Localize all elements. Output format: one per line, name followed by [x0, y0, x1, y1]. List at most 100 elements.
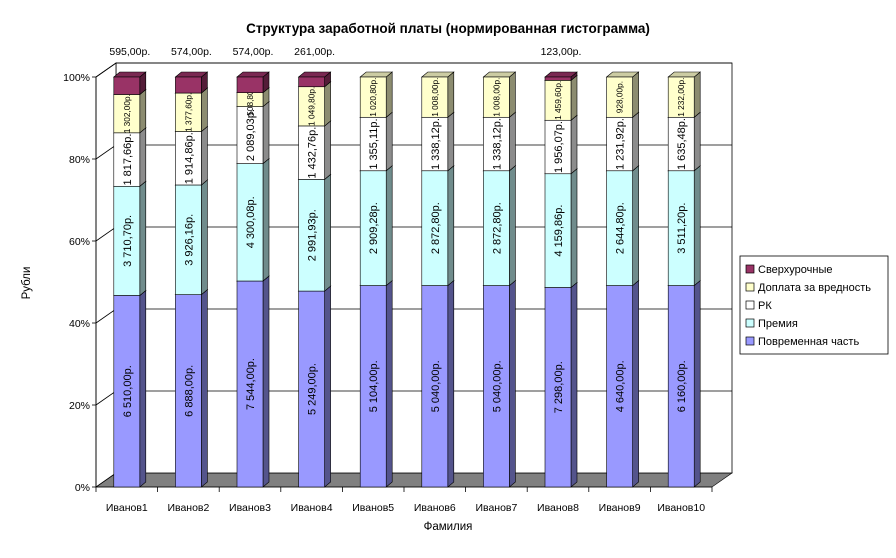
data-label: 2 991,93р. — [307, 209, 319, 261]
data-label: 6 510,00р. — [122, 365, 134, 417]
bar-segment — [421, 116, 449, 172]
bar-segment-side — [509, 279, 516, 488]
y-tick-label: 20% — [69, 400, 90, 412]
data-label: 7 544,00р. — [245, 358, 257, 410]
bar-segment — [667, 170, 695, 286]
bar-segment-side — [201, 125, 208, 186]
bar-segment-side — [447, 165, 455, 287]
data-label: 5 040,00р. — [491, 360, 503, 412]
data-label: 1 020,80р. — [368, 78, 378, 117]
data-label: 3 926,16р. — [183, 214, 195, 266]
x-tick-label: Иванов4 — [291, 502, 333, 514]
bar-segment — [359, 76, 387, 118]
legend: Сверхурочные Доплата за вредность РК Премия… — [739, 255, 889, 355]
legend-entry: Сверхурочные — [758, 264, 832, 276]
bar-segment-side — [324, 81, 331, 127]
data-label: 1 377,60р. — [183, 93, 193, 132]
y-tick-label: 60% — [69, 236, 90, 248]
bar-segment-top — [667, 71, 702, 78]
bar-segment — [113, 295, 141, 488]
data-label: 5 249,00р. — [307, 363, 319, 415]
bar-segment-side — [632, 165, 639, 287]
x-tick-label: Иванов10 — [657, 502, 705, 514]
bar-segment-top — [420, 71, 455, 78]
bar-segment-side — [139, 289, 147, 488]
bar-segment-side — [693, 279, 701, 488]
bar-segment-side — [262, 157, 270, 282]
bar-segment — [236, 106, 264, 164]
bar-segment-side — [262, 275, 270, 488]
data-label: 1 355,11р. — [368, 118, 380, 169]
y-tick-label: 100% — [63, 72, 90, 84]
legend-box — [739, 255, 889, 355]
data-label: 6 160,00р. — [676, 360, 688, 412]
bar-segment — [113, 76, 141, 95]
data-label: 2 872,80р. — [430, 202, 442, 254]
bar-segment — [236, 280, 264, 488]
data-label: 3 511,20р. — [676, 203, 688, 254]
x-tick-label: Иванов1 — [106, 502, 148, 514]
data-label: 1 049,80р. — [307, 87, 317, 126]
bar-segment — [175, 76, 202, 94]
bar-segment-side — [570, 74, 578, 121]
data-label: 4 159,86р. — [553, 205, 565, 257]
bar-segment-side — [139, 88, 147, 134]
bar-segment-side — [447, 279, 455, 488]
bar-segment-top — [544, 71, 578, 78]
bar-segment-side — [139, 180, 147, 297]
x-tick-label: Иванов8 — [537, 502, 579, 514]
y-axis-label: Рубли — [21, 267, 33, 300]
bar-segment — [236, 76, 264, 93]
bar-segment-side — [385, 279, 393, 488]
x-tick-label: Иванов2 — [167, 502, 209, 514]
data-label: 508,80р. — [245, 83, 255, 115]
bar-segment — [298, 125, 325, 180]
bar-segment — [606, 116, 633, 172]
data-label: 1 635,48р. — [676, 118, 688, 170]
bar-segment-side — [324, 173, 331, 292]
bar-segment — [298, 86, 325, 127]
bar-segment-side — [509, 71, 516, 118]
bar-segment — [298, 179, 325, 292]
bar-segment-side — [324, 285, 331, 488]
x-tick-label: Иванов7 — [475, 502, 517, 514]
bar-segment — [175, 92, 202, 132]
data-label: 1 338,12р. — [491, 118, 503, 170]
x-tick-label: Иванов9 — [599, 502, 641, 514]
data-label: 574,00р. — [171, 46, 212, 58]
bar-segment — [667, 76, 695, 118]
data-label: 2 644,80р. — [615, 202, 627, 254]
data-label: 1 817,66р. — [122, 134, 134, 186]
data-label: 1 232,00р. — [676, 78, 686, 117]
data-label: 4 300,08р. — [245, 196, 257, 248]
bar-segment — [113, 132, 141, 187]
data-label: 2 872,80р. — [491, 202, 503, 254]
bar-segment-top — [605, 71, 640, 78]
bar-segment-side — [447, 111, 455, 172]
bar-segment — [175, 184, 202, 295]
data-label: 261,00р. — [294, 46, 335, 58]
data-label: 1 302,00р. — [122, 94, 132, 133]
data-label: 928,00р. — [615, 81, 625, 113]
bar-segment-top — [174, 71, 209, 78]
bar-segment-side — [385, 111, 393, 172]
legend-swatch — [745, 336, 755, 346]
bar-segment — [421, 285, 449, 488]
bar-segment — [359, 116, 387, 172]
data-label: 1 338,12р. — [430, 118, 442, 170]
bar-segment-side — [262, 100, 270, 165]
data-label: 2 089,03р. — [245, 109, 257, 161]
bar-segment-side — [570, 281, 578, 488]
data-label: 4 640,00р. — [615, 360, 627, 412]
bar-segment-side — [570, 168, 578, 289]
bar-segment-side — [509, 165, 516, 287]
bar-segment-side — [385, 71, 393, 118]
legend-swatch — [745, 264, 755, 274]
x-axis-label: Фамилия — [424, 521, 473, 533]
bar-segment-side — [201, 179, 208, 296]
bar-segment — [236, 163, 264, 282]
bar-segment-side — [693, 111, 701, 172]
legend-swatch — [745, 300, 755, 310]
bar-segment-side — [139, 127, 147, 187]
